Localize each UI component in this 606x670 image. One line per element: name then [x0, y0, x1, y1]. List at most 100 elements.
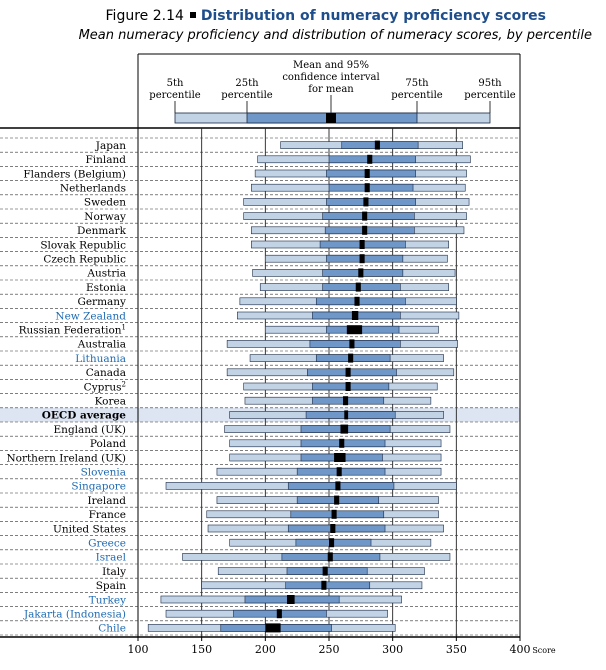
mean-confidence-marker — [354, 296, 360, 306]
row-label: Czech Republic — [43, 254, 126, 266]
legend-label-5th-line: 5th — [167, 78, 184, 89]
row-label: Estonia — [86, 282, 126, 294]
mean-confidence-marker — [349, 339, 355, 349]
percentile-range-25-75 — [322, 283, 401, 291]
figure-number: Figure 2.14 — [105, 8, 184, 24]
row-label: Netherlands — [60, 183, 126, 195]
mean-confidence-marker — [364, 183, 370, 193]
row-label: Denmark — [77, 225, 127, 237]
mean-confidence-marker — [362, 211, 368, 221]
legend-label-mean: Mean and 95% confidence interval for mean — [282, 60, 379, 95]
mean-confidence-marker — [329, 538, 335, 548]
row-label: Russian Federation1 — [19, 324, 126, 337]
row-label: Ireland — [88, 495, 127, 507]
row-label: Germany — [77, 296, 126, 308]
mean-confidence-marker — [340, 424, 349, 434]
row-label: Italy — [102, 566, 126, 578]
percentile-range-25-75 — [307, 368, 397, 377]
percentile-range-25-75 — [322, 212, 415, 220]
mean-confidence-marker — [321, 580, 327, 590]
legend-mean-marker — [326, 113, 336, 123]
percentile-range-25-75 — [305, 411, 396, 419]
percentile-range-25-75 — [315, 297, 406, 306]
mean-confidence-marker — [358, 268, 364, 278]
mean-confidence-marker — [327, 552, 333, 562]
legend-label-25th: 25th percentile — [221, 78, 272, 101]
legend-label-25th-line: 25th — [235, 78, 259, 89]
legend-label-25th-line: percentile — [221, 90, 272, 101]
mean-confidence-marker — [348, 353, 354, 363]
legend-label-5th-line: percentile — [149, 90, 200, 101]
row-label: Australia — [77, 339, 126, 351]
bullet-square-icon — [189, 12, 196, 18]
mean-confidence-marker — [355, 282, 361, 292]
row-label: Japan — [95, 140, 126, 152]
x-tick-label: 100 — [128, 643, 149, 656]
legend-label-5th: 5th percentile — [149, 78, 200, 101]
percentile-range-25-75 — [326, 169, 416, 178]
mean-confidence-marker — [364, 169, 370, 178]
row-label: Korea — [95, 396, 126, 408]
row-label-footnote: 1 — [122, 324, 126, 332]
row-label: Spain — [96, 580, 127, 592]
mean-confidence-marker — [343, 396, 349, 406]
row-label: Norway — [84, 211, 126, 223]
x-tick-label: 400 — [510, 643, 531, 656]
percentile-range-25-75 — [285, 581, 371, 590]
percentile-range-25-75 — [309, 340, 401, 348]
mean-confidence-marker — [367, 154, 373, 164]
legend-label-95th-line: 95th — [478, 78, 502, 89]
percentile-range-25-75 — [290, 510, 385, 519]
row-label: Greece — [88, 538, 126, 550]
legend-label-95th: 95th percentile — [464, 78, 515, 101]
row-label: Canada — [86, 367, 126, 379]
row-label-footnote: 2 — [122, 380, 126, 388]
mean-confidence-marker — [339, 438, 345, 448]
row-label: Chile — [98, 623, 126, 635]
mean-confidence-marker — [286, 595, 295, 604]
x-tick-label: 300 — [382, 643, 403, 656]
row-label: Turkey — [89, 594, 126, 606]
mean-confidence-marker — [336, 467, 342, 477]
mean-confidence-marker — [351, 311, 359, 320]
mean-confidence-marker — [265, 623, 281, 633]
mean-confidence-marker — [362, 225, 368, 235]
row-label: Israel — [96, 552, 127, 564]
row-label: England (UK) — [54, 424, 126, 436]
mean-confidence-marker — [330, 524, 336, 533]
percentile-range-25-75 — [326, 325, 400, 334]
row-label: New Zealand — [55, 310, 126, 322]
legend-label-95th-line: percentile — [464, 90, 515, 101]
mean-confidence-marker — [331, 509, 337, 519]
percentile-range-25-75 — [287, 482, 395, 490]
mean-confidence-marker — [335, 481, 341, 491]
x-axis-label: Score — [532, 646, 556, 655]
mean-confidence-marker — [363, 197, 369, 207]
figure-title: Figure 2.14 Distribution of numeracy prof… — [106, 8, 546, 24]
x-tick-label: 350 — [446, 643, 467, 656]
figure-subtitle: Mean numeracy proficiency and distributi… — [78, 28, 592, 43]
row-label: Slovak Republic — [40, 239, 126, 251]
percentile-range-25-75 — [324, 226, 415, 235]
mean-confidence-marker — [322, 566, 328, 576]
row-label: Flanders (Belgium) — [23, 168, 126, 180]
legend-label-75th: 75th percentile — [391, 78, 442, 101]
mean-confidence-marker — [359, 240, 365, 249]
row-label: Cyprus2 — [84, 380, 126, 393]
mean-confidence-marker — [334, 495, 340, 505]
row-label: France — [89, 509, 126, 521]
row-label: Slovenia — [81, 467, 126, 479]
row-label: Sweden — [84, 197, 126, 209]
mean-confidence-marker — [374, 140, 380, 150]
row-label: Lithuania — [75, 353, 126, 365]
mean-confidence-marker — [276, 609, 282, 619]
mean-confidence-marker — [334, 453, 346, 462]
row-label: Northern Ireland (UK) — [6, 452, 126, 464]
x-tick-label: 200 — [255, 643, 276, 656]
legend-label-mean-line: for mean — [308, 84, 354, 95]
x-tick-label: 250 — [319, 643, 340, 656]
row-label: Singapore — [71, 481, 126, 493]
percentile-range-25-75 — [328, 183, 414, 192]
